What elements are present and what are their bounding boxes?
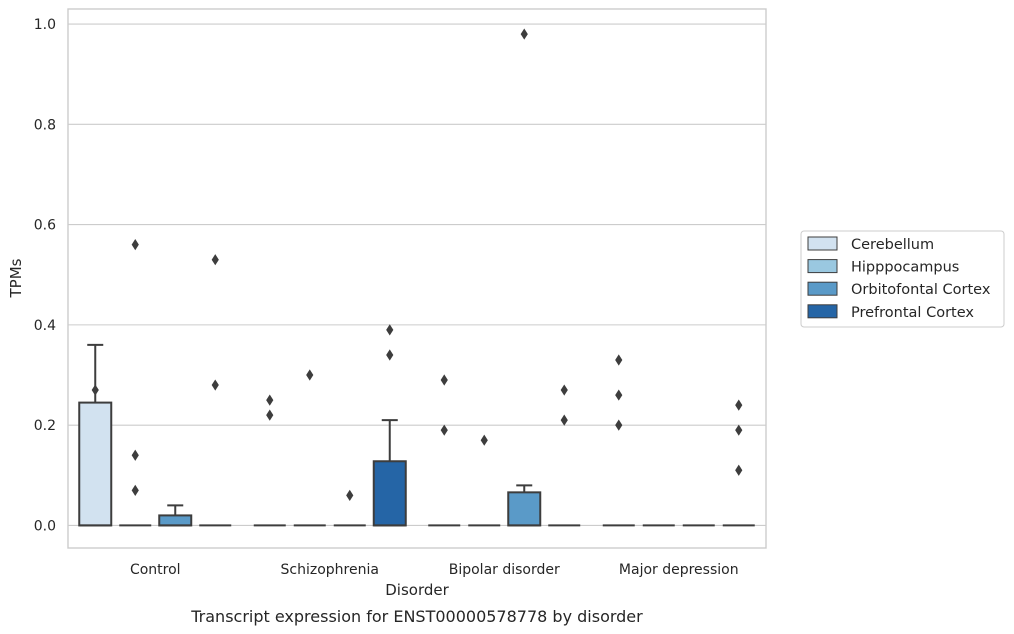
outlier-point xyxy=(386,324,394,336)
outlier-point xyxy=(266,394,274,406)
box-1-2 xyxy=(333,489,366,527)
legend-swatch xyxy=(807,259,838,274)
box-3-3 xyxy=(722,399,755,527)
x-axis-label: Disorder xyxy=(385,581,449,599)
legend: Cerebellum Hipppocampus Orbitofontal Corte… xyxy=(800,230,1005,328)
y-tick-label: 0.8 xyxy=(34,117,56,133)
y-tick-label: 1.0 xyxy=(34,17,56,33)
outlier-point xyxy=(615,389,623,401)
y-tick-label: 0.6 xyxy=(34,218,56,234)
outlier-point xyxy=(560,384,568,396)
box-3-0 xyxy=(602,354,635,527)
x-tick-label: Major depression xyxy=(619,562,739,578)
y-tick-label: 0.4 xyxy=(34,318,56,334)
box-1-1 xyxy=(293,369,326,527)
box-body xyxy=(158,514,193,527)
outlier-point xyxy=(560,414,568,426)
box-body xyxy=(507,491,542,527)
box-body xyxy=(78,401,113,527)
outlier-point xyxy=(346,489,354,501)
box-0-1 xyxy=(119,239,152,527)
box-0-3 xyxy=(199,254,232,527)
x-axis: Control Schizophrenia Bipolar disorder Majo… xyxy=(130,562,739,578)
legend-swatch xyxy=(807,236,838,251)
outlier-point xyxy=(615,419,623,431)
box-2-1 xyxy=(468,434,501,527)
box-body xyxy=(372,460,407,527)
outlier-point xyxy=(440,374,448,386)
grid-lines xyxy=(68,23,766,526)
outlier-point xyxy=(266,409,274,421)
box-0-2 xyxy=(158,504,193,527)
box-1-3 xyxy=(372,324,407,527)
outlier-point xyxy=(735,424,743,436)
x-tick-label: Schizophrenia xyxy=(281,562,379,578)
legend-label: Hipppocampus xyxy=(851,260,959,276)
outlier-point xyxy=(131,449,139,461)
outlier-point xyxy=(131,484,139,496)
x-tick-label: Bipolar disorder xyxy=(449,562,560,578)
plot-frame xyxy=(67,8,767,549)
legend-label: Orbitofontal Cortex xyxy=(851,282,991,298)
outlier-point xyxy=(306,369,314,381)
outlier-point xyxy=(735,399,743,411)
legend-label: Prefrontal Cortex xyxy=(851,305,974,321)
legend-frame xyxy=(800,230,1005,328)
y-tick-label: 0.0 xyxy=(34,518,56,534)
box-0-0 xyxy=(78,343,113,527)
outlier-point xyxy=(480,434,488,446)
x-tick-label: Control xyxy=(130,562,181,578)
plot-marks xyxy=(78,28,755,527)
box-2-3 xyxy=(548,384,581,527)
y-axis: 0.0 0.2 0.4 0.6 0.8 1.0 xyxy=(34,17,56,534)
chart-caption: Transcript expression for ENST0000057877… xyxy=(190,607,643,626)
legend-swatch xyxy=(807,281,838,296)
outlier-point xyxy=(211,379,219,391)
outlier-point xyxy=(211,254,219,266)
legend-label: Cerebellum xyxy=(851,237,934,253)
legend-swatch xyxy=(807,304,838,319)
y-tick-label: 0.2 xyxy=(34,418,56,434)
box-1-0 xyxy=(253,394,286,527)
y-axis-label: TPMs xyxy=(7,258,25,298)
outlier-point xyxy=(520,28,528,40)
outlier-point xyxy=(735,464,743,476)
outlier-point xyxy=(91,384,99,396)
outlier-point xyxy=(386,349,394,361)
box-2-0 xyxy=(428,374,461,527)
outlier-point xyxy=(440,424,448,436)
outlier-point xyxy=(131,239,139,251)
outlier-point xyxy=(615,354,623,366)
box-2-2 xyxy=(507,28,542,527)
